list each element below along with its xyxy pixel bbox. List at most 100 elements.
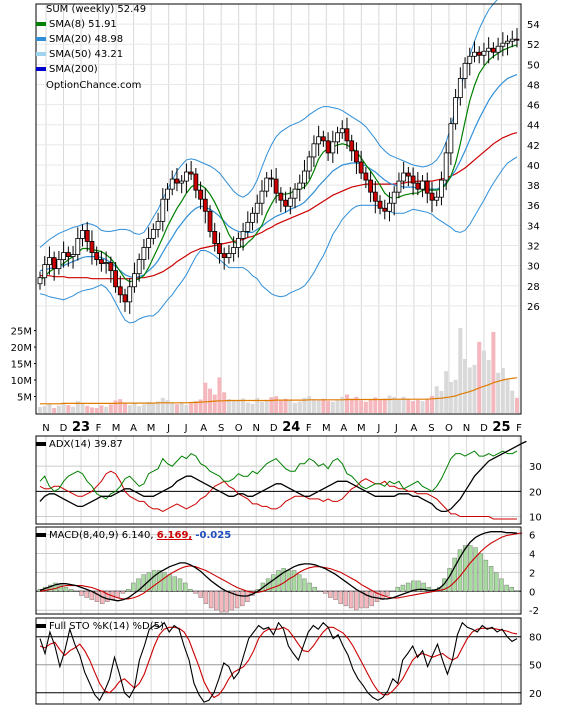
x-axis-label-3: F — [96, 423, 102, 434]
macd-histogram-bar-37 — [229, 591, 235, 611]
candle-body-70 — [368, 179, 373, 193]
macd-histogram-bar-34 — [214, 591, 219, 611]
x-axis-label-24: N — [463, 423, 470, 434]
macd-histogram-bar-33 — [208, 591, 214, 609]
volume-bar-92 — [472, 364, 477, 413]
volume-bar-68 — [359, 400, 364, 413]
volume-bar-12 — [94, 408, 99, 413]
x-axis-label-14: 24 — [282, 420, 300, 435]
volume-bar-25 — [156, 401, 161, 413]
macd-histogram-bar-74 — [421, 582, 426, 592]
volume-bar-51 — [278, 400, 283, 413]
x-axis-label-6: M — [147, 423, 156, 434]
volume-bar-60 — [321, 398, 326, 413]
volume-bar-81 — [420, 401, 425, 413]
candle-body-67 — [354, 150, 359, 163]
volume-bar-95 — [486, 359, 491, 413]
legend-swatch-sma20 — [36, 37, 46, 41]
macd-histogram-bar-28 — [182, 582, 188, 592]
volume-bar-48 — [264, 400, 269, 413]
candle-body-5 — [61, 252, 67, 260]
volume-bar-15 — [108, 404, 113, 413]
volume-bar-28 — [170, 402, 175, 413]
macd-histogram-bar-18 — [131, 582, 136, 592]
candle-body-92 — [472, 51, 477, 57]
candle-body-54 — [292, 188, 298, 199]
volume-bar-53 — [288, 400, 293, 413]
macd-histogram-bar-55 — [322, 591, 328, 594]
volume-bar-100 — [510, 390, 515, 413]
macd-histogram-bar-52 — [307, 582, 312, 592]
volume-bar-6 — [66, 405, 71, 413]
adx-tick-label-0: 10 — [529, 512, 542, 523]
volume-bar-20 — [132, 403, 137, 413]
candle-body-61 — [325, 140, 331, 154]
volume-bar-70 — [368, 399, 373, 413]
candle-body-97 — [495, 45, 501, 53]
sto-title: Full STO %K(14) %D(5) — [36, 621, 164, 632]
macd-histogram-bar-47 — [281, 568, 286, 592]
volume-bar-42 — [236, 400, 241, 413]
candle-body-13 — [98, 259, 104, 265]
macd-histogram-bar-71 — [405, 582, 411, 592]
adx-title-text: ADX(14) 39.87 — [49, 439, 123, 450]
macd-histogram-bar-62 — [359, 591, 364, 609]
macd-histogram-bar-49 — [291, 570, 297, 592]
sto-d-line — [39, 626, 518, 699]
candle-body-29 — [174, 178, 180, 184]
candle-body-45 — [250, 212, 255, 223]
macd-title: MACD(8,40,9) 6.140, 6.169, -0.025 — [36, 530, 231, 541]
candle-body-25 — [155, 220, 161, 230]
x-axis-label-21: A — [410, 423, 417, 434]
legend-label-sma20: SMA(20) 48.98 — [49, 34, 124, 45]
volume-bar-97 — [496, 372, 501, 413]
macd-histogram-bar-31 — [198, 591, 203, 598]
x-axis-label-18: M — [357, 423, 366, 434]
candle-body-47 — [259, 190, 265, 204]
macd-legend-2: -0.025 — [195, 530, 232, 541]
price-tick-label-0: 26 — [527, 302, 540, 313]
candle-body-4 — [56, 259, 62, 270]
macd-histogram-bar-63 — [364, 591, 369, 609]
candle-body-3 — [51, 257, 57, 270]
x-axis-label-8: J — [184, 423, 188, 434]
candle-body-79 — [410, 175, 416, 184]
candle-body-24 — [150, 228, 156, 239]
candle-body-63 — [335, 132, 340, 143]
legend-swatch-sma8 — [36, 22, 46, 26]
plus-di-line — [39, 450, 518, 500]
price-panel-frame — [35, 3, 522, 415]
volume-bar-24 — [151, 403, 156, 413]
macd-histogram-bar-80 — [452, 557, 457, 592]
volume-bar-72 — [378, 400, 383, 413]
legend-label-sma8: SMA(8) 51.91 — [49, 19, 117, 30]
x-axis-label-13: D — [270, 423, 278, 434]
macd-histogram-bar-60 — [348, 591, 354, 609]
candle-body-16 — [113, 270, 118, 288]
volume-bar-79 — [411, 401, 416, 413]
x-axis-label-16: M — [322, 423, 331, 434]
candle-body-76 — [396, 180, 402, 193]
price-tick-label-4: 34 — [527, 221, 540, 232]
legend-sma50: SMA(50) 43.21 — [36, 49, 123, 60]
candle-body-39 — [221, 253, 227, 258]
macd-histogram-bar-15 — [115, 591, 120, 598]
volume-bar-98 — [500, 367, 505, 413]
legend-sma8: SMA(8) 51.91 — [36, 19, 117, 30]
volume-bar-7 — [71, 406, 76, 413]
candle-body-90 — [462, 62, 468, 79]
volume-bar-58 — [311, 399, 316, 413]
volume-bar-8 — [75, 401, 80, 413]
x-axis-label-7: J — [166, 423, 170, 434]
price-tick-label-5: 36 — [527, 201, 540, 212]
candle-body-86 — [443, 152, 449, 181]
adx-swatch — [36, 442, 46, 446]
macd-histogram-bar-16 — [120, 591, 126, 594]
volume-bar-46 — [255, 397, 260, 413]
candle-body-94 — [481, 50, 487, 56]
candle-body-48 — [264, 177, 270, 192]
x-axis-label-23: O — [445, 423, 453, 434]
legend-swatch-sma200 — [36, 67, 46, 71]
volume-bar-75 — [392, 397, 397, 413]
macd-histogram-bar-26 — [172, 576, 178, 592]
